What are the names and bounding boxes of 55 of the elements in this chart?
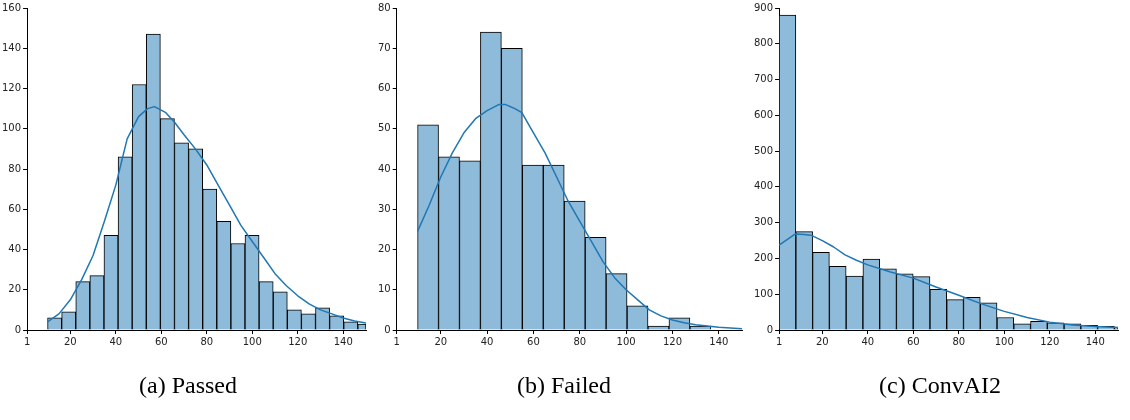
x-tick-label: 1	[775, 335, 783, 347]
y-tick-label: 40	[377, 162, 391, 174]
y-tick-label: 700	[753, 73, 774, 85]
y-tick-label: 80	[8, 162, 22, 174]
text: (c) ConvAI2	[879, 372, 1001, 399]
y-tick-label: 40	[8, 243, 22, 255]
y-tick-label: 60	[377, 82, 391, 94]
x-tick-label: 140	[1085, 335, 1105, 347]
x-tick-label: 1	[393, 335, 400, 347]
y-tick-label: 120	[1, 82, 22, 94]
y-tick-label: 140	[1, 41, 22, 53]
x-tick-label: 140	[709, 335, 729, 347]
x-tick-label: 100	[242, 335, 262, 347]
x-tick-label: 120	[1040, 335, 1060, 347]
y-tick-label: 300	[753, 216, 774, 228]
y-tick-label: 900	[753, 1, 774, 13]
y-tick-label: 0	[766, 323, 774, 335]
x-tick-label: 40	[861, 335, 875, 347]
y-tick-label: 100	[1, 122, 22, 134]
y-tick-label: 600	[753, 108, 774, 120]
x-tick-label: 60	[906, 335, 920, 347]
x-tick-label: 20	[815, 335, 829, 347]
y-tick-label: 160	[1, 1, 22, 13]
y-tick-label: 100	[753, 287, 774, 299]
x-tick-label: 80	[200, 335, 214, 347]
x-tick-label: 60	[154, 335, 168, 347]
text: (a) Passed	[139, 372, 237, 399]
y-tick-label: 80	[377, 1, 391, 13]
x-tick-label: 40	[109, 335, 123, 347]
x-tick-label: 80	[573, 335, 587, 347]
y-tick-label: 30	[377, 202, 391, 214]
y-tick-label: 800	[753, 37, 774, 49]
y-tick-label: 20	[8, 283, 22, 295]
x-tick-label: 100	[616, 335, 636, 347]
x-tick-label: 140	[333, 335, 353, 347]
x-tick-label: 120	[662, 335, 683, 347]
y-tick-label: 70	[377, 41, 391, 53]
x-tick-label: 40	[480, 335, 494, 347]
x-tick-label: 1	[23, 335, 31, 347]
text: (b) Failed	[517, 372, 611, 399]
x-tick-label: 60	[527, 335, 540, 347]
y-tick-label: 400	[753, 180, 774, 192]
y-tick-label: 200	[753, 252, 774, 264]
x-tick-label: 120	[288, 335, 308, 347]
y-tick-label: 0	[14, 323, 22, 335]
y-tick-label: 50	[377, 122, 391, 134]
y-tick-label: 0	[384, 323, 391, 335]
x-tick-label: 20	[63, 335, 77, 347]
y-tick-label: 60	[8, 202, 22, 214]
y-tick-label: 10	[377, 283, 391, 295]
y-tick-label: 500	[753, 144, 774, 156]
y-tick-label: 20	[377, 243, 391, 255]
x-tick-label: 20	[434, 335, 448, 347]
x-tick-label: 80	[952, 335, 966, 347]
x-tick-label: 100	[994, 335, 1014, 347]
